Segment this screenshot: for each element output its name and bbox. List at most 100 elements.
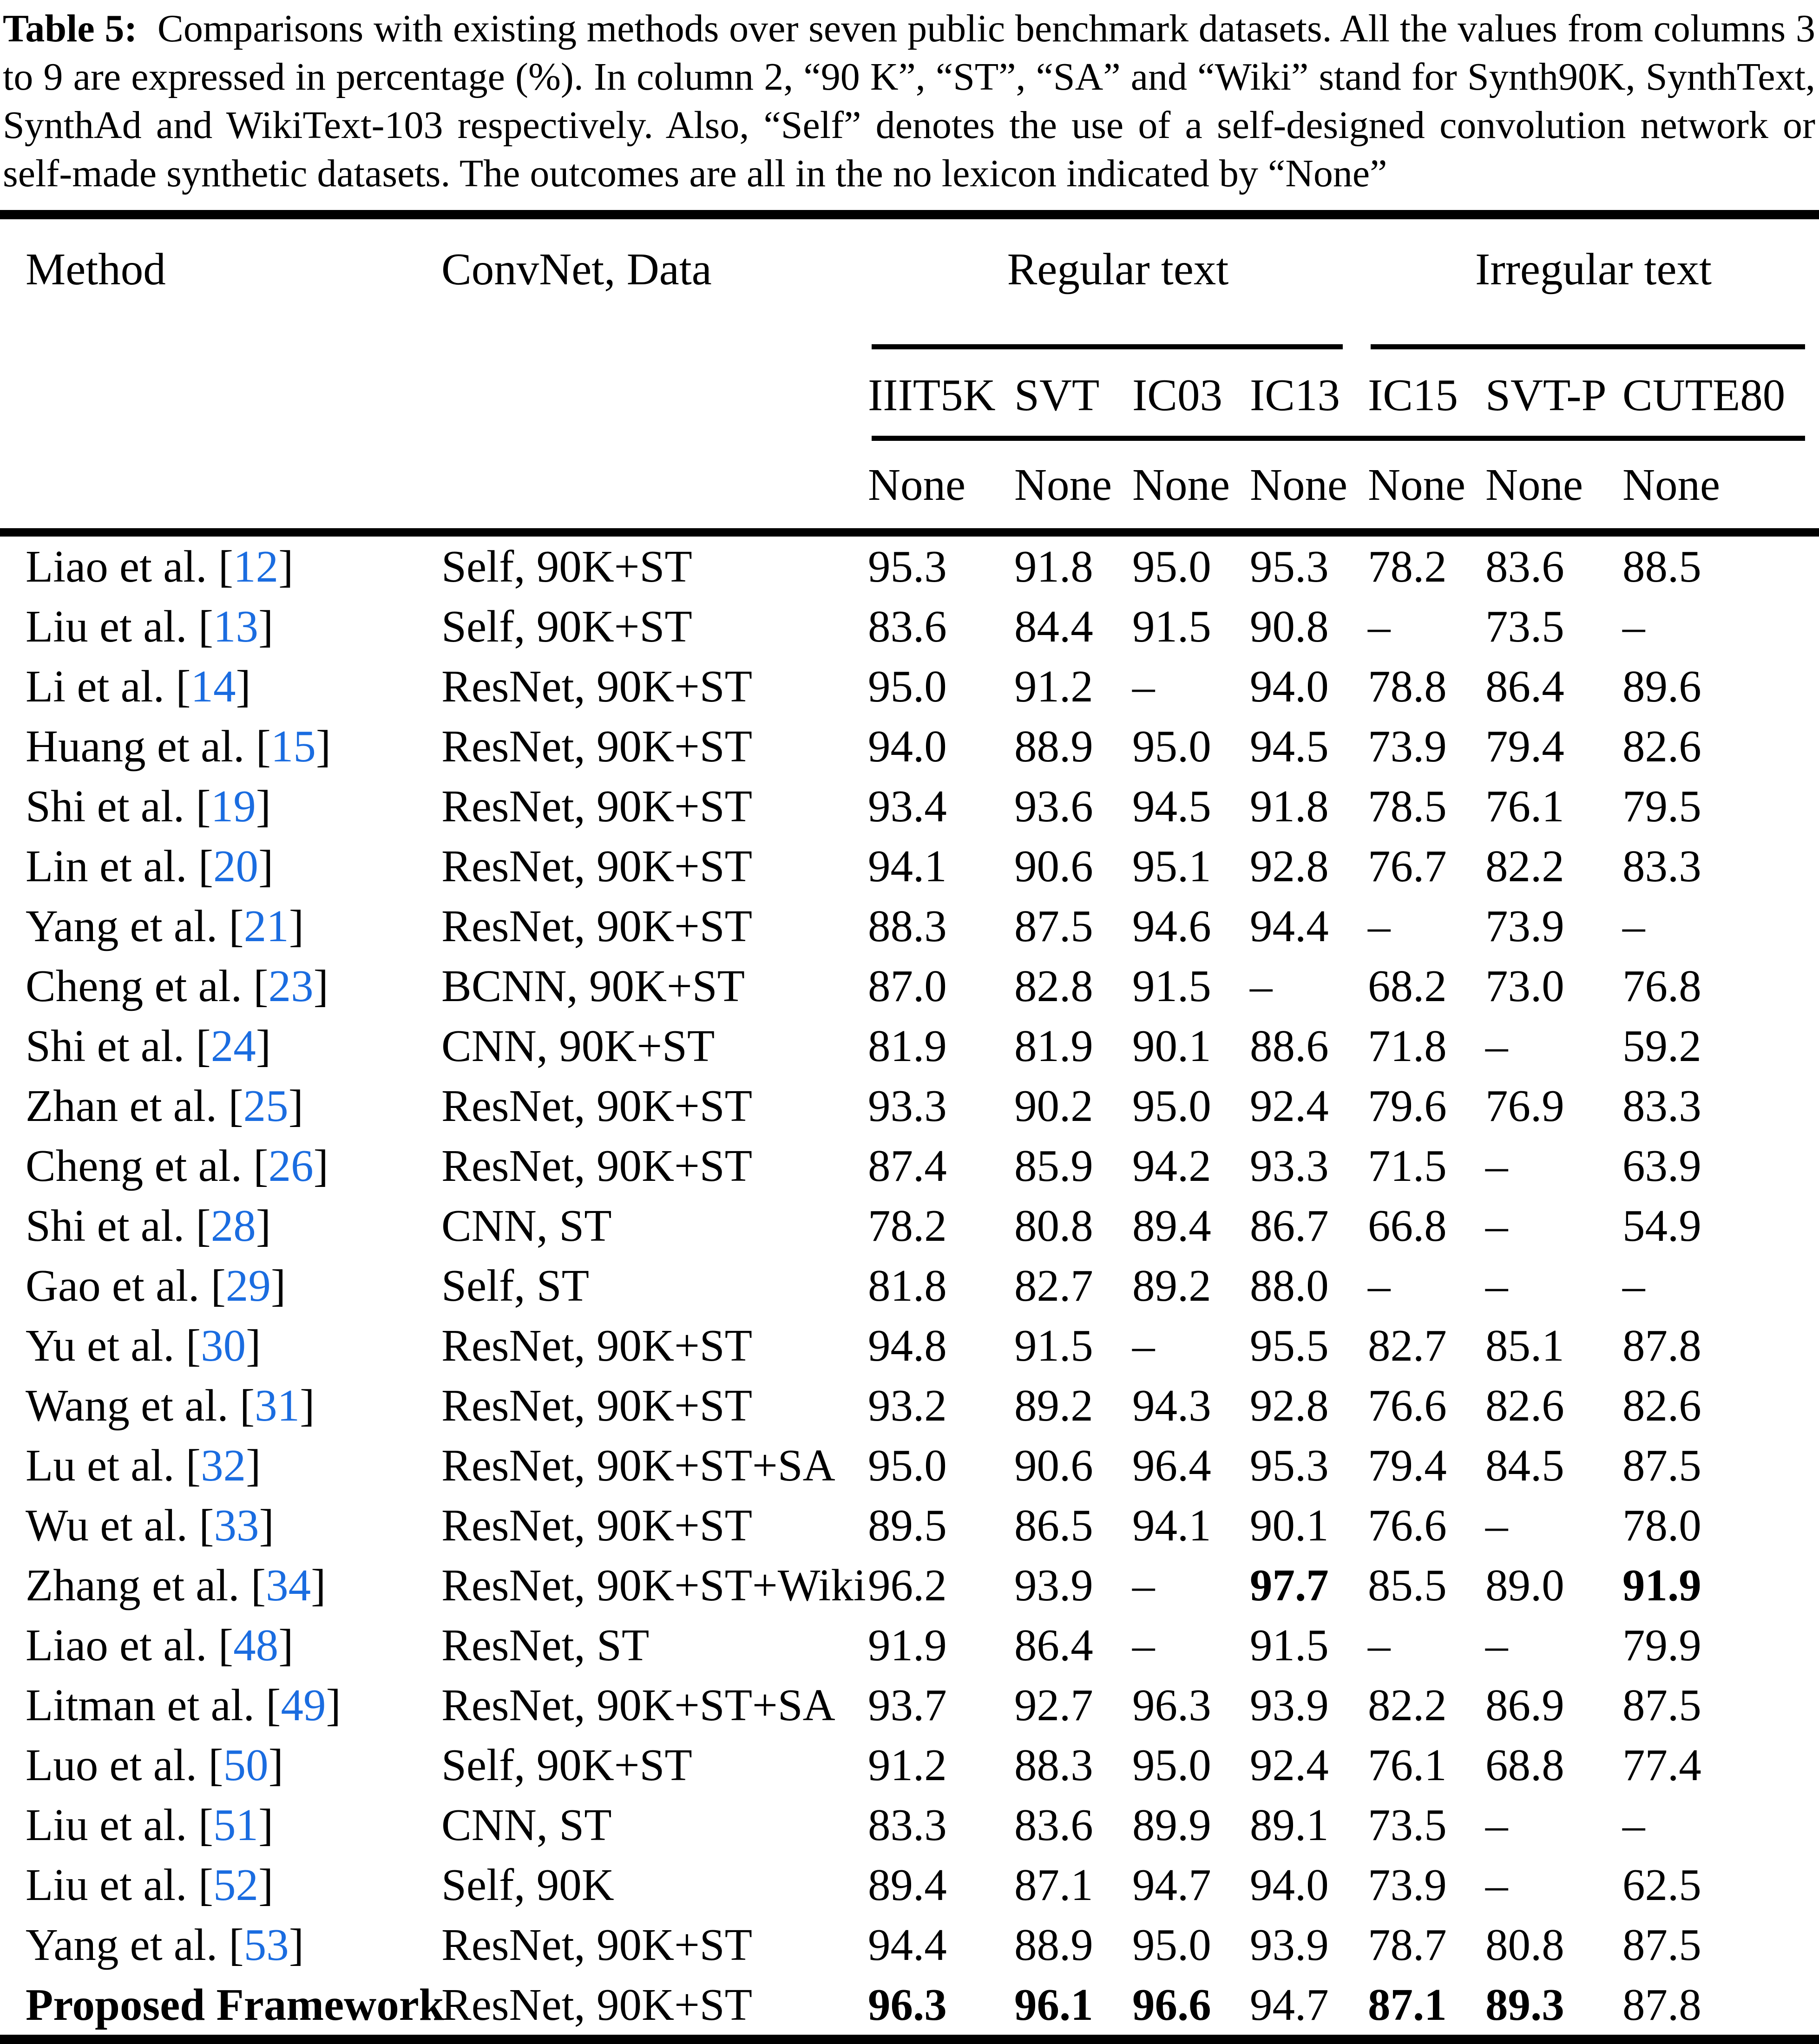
method-name: Lin et al. — [26, 841, 187, 891]
citation-link[interactable]: 29 — [225, 1261, 271, 1310]
method-name: Huang et al. — [26, 721, 245, 771]
value-cell: 91.5 — [1014, 1321, 1093, 1370]
citation-link[interactable]: 31 — [255, 1381, 300, 1430]
convnet-data-cell: Self, 90K+ST — [441, 542, 692, 591]
value-cell: 93.9 — [1250, 1920, 1329, 1970]
convnet-data-cell: ResNet, 90K+ST — [441, 781, 753, 831]
method-name: Wu et al. — [26, 1500, 188, 1550]
value-cell: 95.0 — [1132, 1081, 1211, 1131]
header-bottom-rule-row — [0, 528, 1819, 537]
method-name: Liu et al. — [26, 1800, 187, 1850]
value-cell: 85.9 — [1014, 1141, 1093, 1191]
citation-link[interactable]: 20 — [213, 841, 259, 891]
value-cell: 87.5 — [1622, 1680, 1701, 1730]
table-row: Zhan et al. [25] ResNet, 90K+ST 93.3 90.2 95… — [0, 1076, 1819, 1136]
table-body: Liao et al. [12] Self, 90K+ST 95.3 91.8 95.0… — [0, 537, 1819, 2035]
value-cell: 94.2 — [1132, 1141, 1211, 1191]
table-row: Cheng et al. [26] ResNet, 90K+ST 87.4 85.9 9… — [0, 1136, 1819, 1196]
value-cell: 84.4 — [1014, 602, 1093, 651]
table-row: Li et al. [14] ResNet, 90K+ST 95.0 91.2– 94.… — [0, 656, 1819, 716]
value-cell: 79.4 — [1368, 1441, 1447, 1490]
value-cell: 83.3 — [1622, 1081, 1701, 1131]
value-cell: 91.5 — [1250, 1620, 1329, 1670]
value-cell: 90.1 — [1250, 1500, 1329, 1550]
citation-link[interactable]: 52 — [213, 1860, 259, 1910]
table-row: Lu et al. [32] ResNet, 90K+ST+SA 95.0 90.6 9… — [0, 1435, 1819, 1495]
table-row: Shi et al. [24] CNN, 90K+ST 81.9 81.9 90.1 88… — [0, 1016, 1819, 1076]
value-cell: 79.9 — [1622, 1620, 1701, 1670]
citation-link[interactable]: 34 — [266, 1560, 311, 1610]
citation-link[interactable]: 21 — [243, 901, 289, 951]
value-cell: 81.8 — [868, 1261, 947, 1310]
value-cell: 95.3 — [868, 542, 947, 591]
citation-link[interactable]: 51 — [213, 1800, 259, 1850]
header-bottom-rule — [0, 528, 1819, 537]
value-cell: 88.0 — [1250, 1261, 1329, 1310]
value-cell: 82.7 — [1368, 1321, 1447, 1370]
convnet-data-cell: ResNet, 90K+ST — [441, 901, 753, 951]
value-cell: 83.6 — [868, 602, 947, 651]
value-cell: 95.0 — [868, 662, 947, 711]
convnet-data-cell: ResNet, 90K+ST+Wiki — [441, 1560, 866, 1610]
value-cell: 83.6 — [1014, 1800, 1093, 1850]
convnet-data-cell: Self, 90K+ST — [441, 1740, 692, 1790]
value-cell: 90.6 — [1014, 841, 1093, 891]
method-cell: Huang et al. [15] — [26, 721, 331, 771]
value-cell: – — [1485, 1141, 1508, 1191]
value-cell: 78.0 — [1622, 1500, 1701, 1550]
value-cell: – — [1485, 1261, 1508, 1310]
method-name: Yu et al. — [26, 1321, 175, 1370]
value-cell: 92.7 — [1014, 1680, 1093, 1730]
citation-link[interactable]: 19 — [210, 781, 256, 831]
table-row: Luo et al. [50] Self, 90K+ST 91.2 88.3 95.0 9… — [0, 1735, 1819, 1795]
value-cell: 94.5 — [1132, 781, 1211, 831]
method-name: Wang et al. — [26, 1381, 229, 1430]
citation-link[interactable]: 28 — [210, 1201, 256, 1251]
value-cell: 95.1 — [1132, 841, 1211, 891]
value-cell: 88.9 — [1014, 721, 1093, 771]
citation-link[interactable]: 26 — [268, 1141, 314, 1191]
citation-link[interactable]: 50 — [223, 1740, 269, 1790]
value-cell: 95.3 — [1250, 542, 1329, 591]
value-cell: 94.4 — [1250, 901, 1329, 951]
convnet-data-cell: ResNet, 90K+ST — [441, 1500, 753, 1550]
method-name: Zhang et al. — [26, 1560, 240, 1610]
value-cell: 89.9 — [1132, 1800, 1211, 1850]
citation-link[interactable]: 14 — [190, 662, 236, 711]
value-cell: 71.8 — [1368, 1021, 1447, 1071]
table-row: Liu et al. [52] Self, 90K 89.4 87.1 94.7 94.0… — [0, 1855, 1819, 1915]
citation-link[interactable]: 49 — [281, 1680, 326, 1730]
value-cell: 91.9 — [868, 1620, 947, 1670]
value-cell: 95.3 — [1250, 1441, 1329, 1490]
value-cell: 73.9 — [1485, 901, 1564, 951]
value-cell: 76.8 — [1622, 961, 1701, 1011]
value-cell: 78.7 — [1368, 1920, 1447, 1970]
citation-link[interactable]: 12 — [233, 542, 279, 591]
regular-group-rule — [872, 344, 1343, 349]
convnet-data-cell: CNN, 90K+ST — [441, 1021, 715, 1071]
group-header-irregular-label: Irregular text — [1475, 244, 1712, 294]
value-cell: 96.1 — [1014, 1980, 1093, 2030]
value-cell: 90.6 — [1014, 1441, 1093, 1490]
method-name: Lu et al. — [26, 1441, 175, 1490]
value-cell: – — [1368, 1620, 1391, 1670]
value-cell: 89.3 — [1485, 1980, 1564, 2030]
citation-link[interactable]: 24 — [210, 1021, 256, 1071]
value-cell: 94.4 — [868, 1920, 947, 1970]
citation-link[interactable]: 32 — [201, 1441, 246, 1490]
lexicon-header: None — [1132, 459, 1230, 510]
citation-link[interactable]: 48 — [233, 1620, 279, 1670]
value-cell: – — [1132, 1321, 1155, 1370]
citation-link[interactable]: 13 — [213, 602, 259, 651]
top-rule-row — [0, 210, 1819, 219]
convnet-data-cell: ResNet, 90K+ST — [441, 1381, 753, 1430]
method-cell: Liu et al. [52] — [26, 1860, 274, 1910]
citation-link[interactable]: 33 — [214, 1500, 259, 1550]
value-cell: 94.5 — [1250, 721, 1329, 771]
citation-link[interactable]: 15 — [270, 721, 316, 771]
citation-link[interactable]: 23 — [268, 961, 314, 1011]
value-cell: 89.6 — [1622, 662, 1701, 711]
citation-link[interactable]: 53 — [243, 1920, 289, 1970]
citation-link[interactable]: 30 — [201, 1321, 246, 1370]
citation-link[interactable]: 25 — [243, 1081, 289, 1131]
